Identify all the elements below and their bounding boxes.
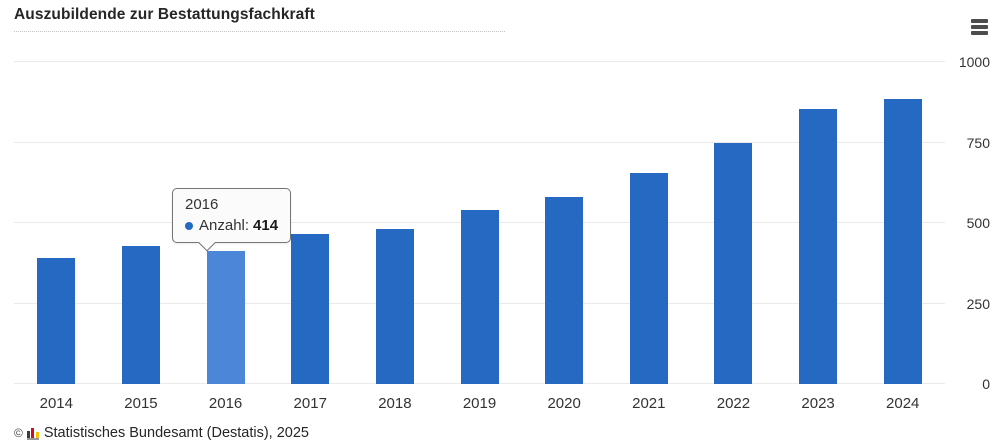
x-tick-label-2017: 2017 [293,395,327,412]
destatis-logo-icon [26,426,39,440]
x-tick-label-2022: 2022 [716,395,751,412]
hamburger-icon [968,19,990,35]
y-axis-labels: 0 250 500 750 1000 [945,54,992,392]
bar-series [14,62,945,384]
x-tick-label-2018: 2018 [378,395,412,412]
bar-2019[interactable] [460,210,499,384]
x-axis-labels: 2014 2015 2016 2017 2018 2019 2020 2021 2022 2023… [14,395,945,412]
bar-slot-2018 [353,62,438,384]
bar-2018[interactable] [375,229,414,384]
x-tick-label-2020: 2020 [547,395,581,412]
x-tick-label-2023: 2023 [801,395,835,412]
tooltip-year: 2016 [185,196,219,213]
bar-2016[interactable] [206,250,245,384]
bar-slot-2024 [860,62,945,384]
bar-slot-2019 [437,62,522,384]
chart-title-block: Auszubildende zur Bestattungsfachkraft [14,6,505,32]
bar-slot-2020 [522,62,607,384]
series-marker-icon [185,221,193,230]
bar-slot-2023 [776,62,861,384]
source-text: Statistisches Bundesamt (Destatis), 2025 [43,425,309,441]
bar-slot-2014 [14,62,99,384]
bar-2020[interactable] [545,197,584,384]
tooltip: 2016 Anzahl: 414 [172,188,292,252]
bar-2022[interactable] [714,142,753,384]
tooltip-value: 414 [253,217,279,234]
bar-slot-2015 [99,62,184,384]
bar-slot-2017 [268,62,353,384]
y-tick-label-1000: 1000 [958,54,990,70]
bar-2021[interactable] [629,173,668,384]
bar-2024[interactable] [883,99,922,384]
bar-slot-2016 [183,62,268,384]
chart-title: Auszubildende zur Bestattungsfachkraft [14,6,315,23]
plot-area [14,61,945,384]
x-tick-label-2014: 2014 [39,395,73,412]
y-tick-label-500: 500 [966,215,990,231]
y-tick-label-250: 250 [966,295,990,312]
bar-2015[interactable] [121,245,160,384]
bar-slot-2021 [606,62,691,384]
bar-2023[interactable] [799,108,838,384]
bar-2017[interactable] [291,234,330,384]
x-tick-label-2024: 2024 [886,395,920,412]
x-tick-label-2019: 2019 [462,395,497,412]
x-tick-label-2021: 2021 [632,395,666,412]
source-line: © Statistisches Bundesamt (Destatis), 20… [14,425,309,441]
y-tick-label-0: 0 [982,376,990,392]
y-tick-label-750: 750 [966,134,990,151]
x-tick-label-2015: 2015 [124,395,158,412]
copyright-symbol: © [14,426,23,440]
chart-menu-button[interactable] [966,14,992,40]
bar-slot-2022 [691,62,776,384]
gridline-1000 [14,61,945,62]
tooltip-series-label: Anzahl: [199,217,250,234]
x-tick-label-2016: 2016 [208,395,243,412]
bar-2014[interactable] [37,258,76,384]
gridline-750 [14,141,945,143]
